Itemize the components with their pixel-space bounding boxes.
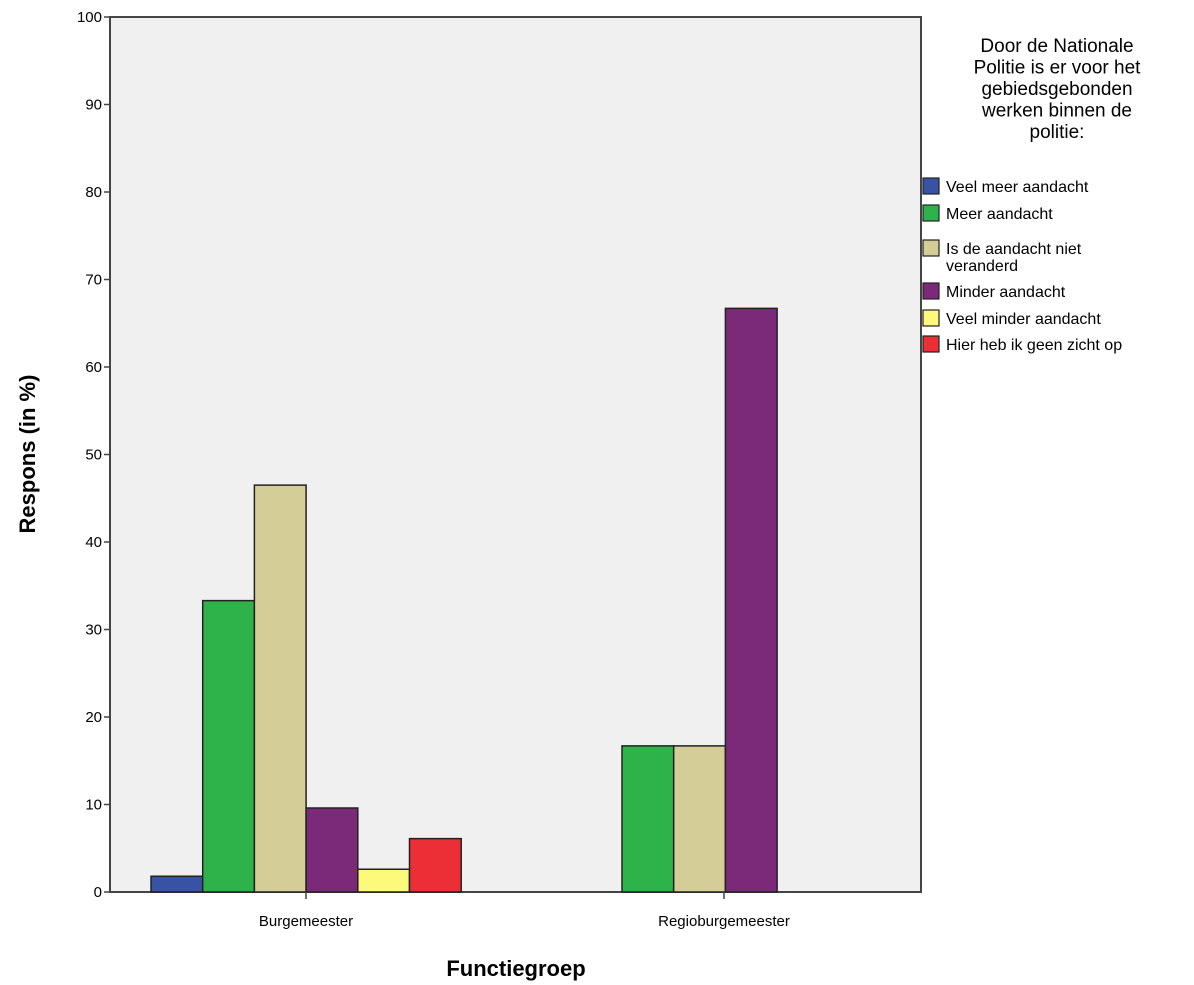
legend-title-line: politie: (1030, 122, 1085, 143)
x-category-label: Regioburgemeester (658, 913, 790, 930)
bars (150, 307, 778, 893)
y-axis-title: Respons (in %) (15, 375, 40, 534)
legend-label-2: veranderd (946, 258, 1018, 275)
y-tick-label: 0 (94, 884, 102, 901)
bar-1-3 (724, 307, 778, 893)
y-tick-label: 60 (85, 359, 102, 376)
y-tick-label: 100 (77, 9, 102, 26)
y-tick-label: 70 (85, 272, 102, 289)
bar-0-2 (253, 484, 307, 893)
legend-swatch-1 (922, 204, 940, 222)
bar-0-5 (408, 837, 462, 893)
legend-title-line: Politie is er voor het (974, 58, 1142, 79)
bar-1-2 (672, 745, 727, 893)
legend-label-3: Minder aandacht (946, 284, 1066, 301)
legend-title-line: werken binnen de (981, 101, 1132, 122)
legend-title-line: gebiedsgebonden (981, 79, 1132, 100)
legend-swatch-0 (922, 177, 940, 195)
legend-label-4: Veel minder aandacht (946, 311, 1101, 328)
bar-1-1 (621, 745, 675, 893)
legend-swatch-2 (922, 239, 940, 257)
bar-0-3 (305, 807, 359, 893)
legend-label-5: Hier heb ik geen zicht op (946, 337, 1122, 354)
x-axis: Burgemeester Regioburgemeester (259, 892, 790, 930)
bar-0-4 (357, 868, 411, 893)
x-category-label: Burgemeester (259, 913, 353, 930)
y-tick-label: 20 (85, 709, 102, 726)
legend-swatch-5 (922, 335, 940, 353)
legend-swatch-4 (922, 309, 940, 327)
y-tick-label: 30 (85, 622, 102, 639)
y-tick-label: 40 (85, 534, 102, 551)
x-axis-title: Functiegroep (446, 956, 585, 981)
legend-title-line: Door de Nationale (980, 36, 1133, 57)
bar-0-1 (201, 599, 256, 893)
y-tick-label: 90 (85, 97, 102, 114)
y-tick-label: 80 (85, 184, 102, 201)
legend-label-0: Veel meer aandacht (946, 179, 1089, 196)
legend-label-2: Is de aandacht niet (946, 241, 1082, 258)
bar-0-0 (150, 875, 204, 893)
y-tick-label: 10 (85, 797, 102, 814)
y-tick-label: 50 (85, 447, 102, 464)
legend-swatch-3 (922, 282, 940, 300)
y-axis: 0 10 20 30 40 50 60 70 80 90 100 (77, 9, 110, 901)
legend-label-1: Meer aandacht (946, 206, 1053, 223)
